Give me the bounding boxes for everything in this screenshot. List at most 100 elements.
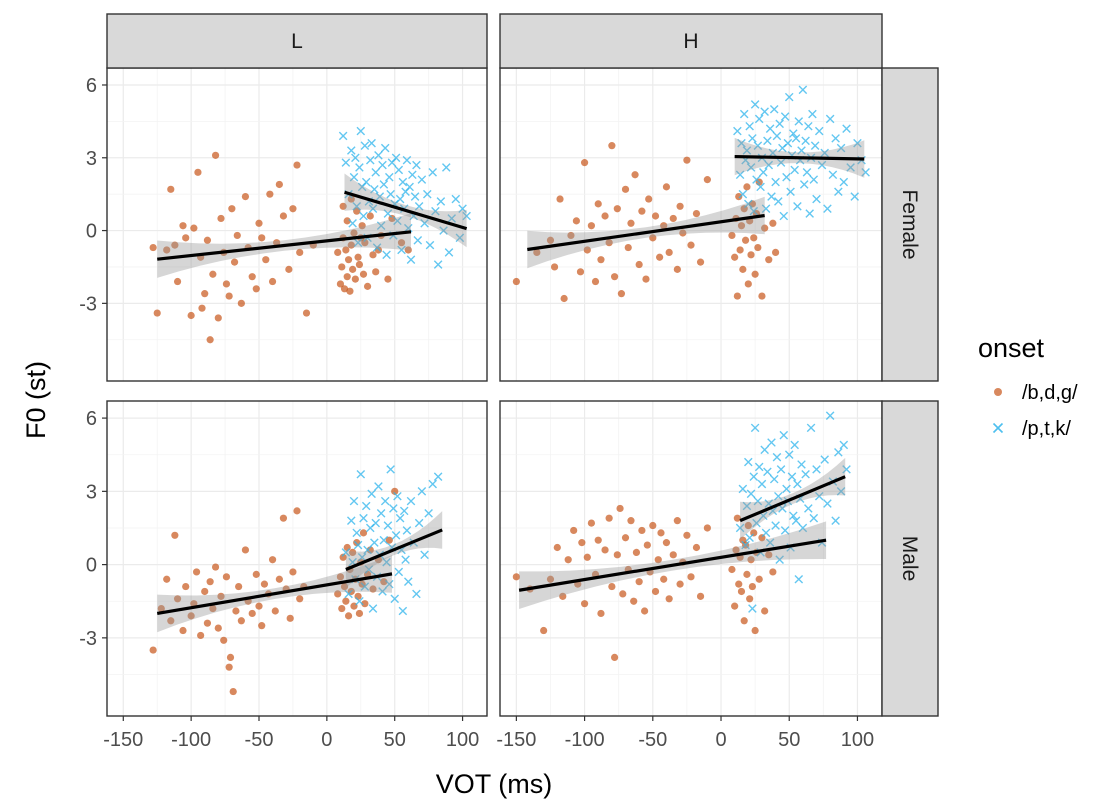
- data-point: [583, 246, 591, 254]
- data-point: [742, 501, 752, 511]
- data-point: [361, 239, 369, 247]
- data-point: [801, 469, 810, 479]
- data-point: [741, 540, 750, 550]
- data-point: [340, 582, 349, 591]
- data-point: [601, 212, 609, 220]
- data-point: [621, 185, 630, 193]
- data-point: [296, 595, 304, 603]
- data-point: [262, 256, 270, 264]
- data-point: [745, 533, 754, 543]
- data-point: [743, 183, 751, 191]
- data-point: [748, 134, 757, 143]
- data-point: [665, 248, 673, 257]
- data-point: [783, 138, 793, 148]
- data-point: [339, 553, 347, 561]
- data-point: [703, 176, 711, 184]
- data-point: [738, 189, 748, 199]
- data-point: [203, 619, 212, 627]
- data-point: [394, 567, 404, 577]
- points-p-t-k: [735, 411, 851, 613]
- data-point: [761, 528, 771, 538]
- data-point: [336, 573, 345, 581]
- data-point: [201, 587, 209, 596]
- data-point: [344, 256, 353, 264]
- data-point: [791, 134, 801, 143]
- data-point: [391, 153, 401, 163]
- data-point: [550, 263, 559, 271]
- data-point: [619, 590, 627, 598]
- data-point: [823, 499, 832, 508]
- panel-h-female: [499, 67, 883, 382]
- data-point: [339, 202, 347, 210]
- data-point: [379, 180, 389, 189]
- data-point: [769, 568, 777, 576]
- data-point: [673, 517, 681, 525]
- data-point: [349, 265, 357, 273]
- data-point: [763, 136, 772, 146]
- data-point: [428, 479, 438, 489]
- data-point: [349, 496, 359, 506]
- data-point: [279, 514, 288, 522]
- data-point: [836, 143, 846, 153]
- fit-line-b-d-g: [527, 213, 765, 252]
- data-point: [728, 565, 736, 574]
- data-point: [767, 192, 776, 201]
- data-point: [834, 187, 843, 197]
- data-point: [540, 626, 548, 635]
- data-point: [248, 273, 256, 281]
- data-point: [397, 239, 406, 247]
- data-point: [354, 592, 362, 600]
- data-point: [439, 226, 448, 235]
- data-point: [275, 575, 283, 583]
- data-point: [676, 580, 684, 588]
- data-point: [853, 138, 862, 148]
- data-point: [750, 423, 760, 433]
- data-point: [764, 160, 774, 170]
- data-point: [406, 255, 416, 264]
- data-point: [814, 126, 824, 136]
- x-axis-l: -150 -100 -50 0 50 100: [103, 716, 479, 751]
- data-point: [351, 275, 359, 283]
- data-point: [235, 582, 243, 591]
- data-point: [395, 194, 405, 204]
- strip-column-h: H: [499, 13, 883, 69]
- data-point: [360, 582, 370, 591]
- data-point: [789, 511, 798, 521]
- data-point: [182, 234, 190, 242]
- data-point: [512, 277, 520, 286]
- data-point: [341, 158, 351, 167]
- x-axes: -150 -100 -50 0 50 100 -150 -100 -50 0 50 100: [103, 716, 874, 751]
- data-point: [654, 556, 662, 564]
- data-point: [635, 578, 643, 586]
- data-point: [355, 163, 364, 172]
- data-point: [696, 258, 705, 266]
- data-point: [753, 496, 763, 506]
- data-point: [760, 445, 769, 455]
- data-point: [359, 211, 368, 221]
- x-tick-label: 0: [715, 729, 726, 751]
- data-point: [378, 160, 387, 170]
- data-point: [768, 148, 778, 158]
- data-point: [808, 109, 817, 119]
- data-point: [556, 195, 564, 203]
- data-point: [398, 606, 408, 616]
- x-tick-label: -150: [496, 729, 536, 751]
- data-point: [359, 513, 368, 523]
- data-point: [731, 602, 739, 610]
- data-point: [252, 570, 260, 578]
- data-point: [744, 280, 752, 288]
- data-point: [735, 523, 745, 533]
- strip-label: L: [291, 30, 303, 53]
- data-point: [804, 504, 813, 513]
- data-point: [425, 240, 435, 250]
- data-point: [744, 457, 753, 467]
- x-tick-label: 50: [384, 729, 406, 751]
- data-point: [842, 124, 851, 133]
- data-point: [369, 585, 377, 593]
- data-point: [383, 521, 393, 530]
- data-point: [617, 290, 626, 298]
- data-point: [302, 309, 311, 317]
- data-point: [753, 141, 763, 150]
- data-point: [784, 92, 794, 102]
